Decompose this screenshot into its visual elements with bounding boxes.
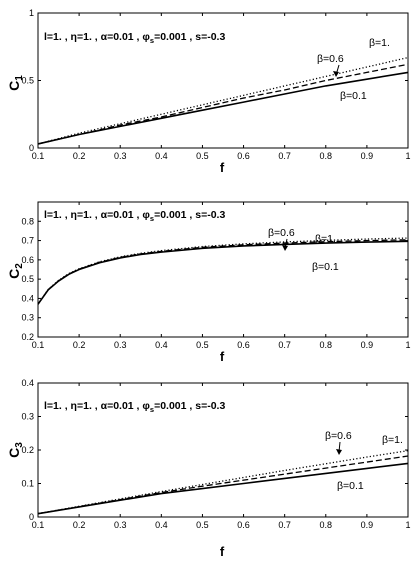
x-tick-label: 0.6 [237, 340, 250, 350]
x-axis-label-c3: f [220, 544, 225, 559]
y-tick-label: 0.5 [21, 76, 34, 86]
y-tick-label: 0.2 [21, 445, 34, 455]
label-beta-1-c2: β=1. [315, 233, 336, 245]
label-beta-1-c1: β=1. [369, 37, 390, 49]
x-tick-label: 0.2 [73, 520, 86, 530]
series-layer-c3 [37, 450, 409, 515]
series-line-b01 [37, 462, 409, 515]
x-tick-label: 0.7 [278, 520, 291, 530]
x-tick-label: 0.3 [114, 520, 127, 530]
tick-layer-c1: 0.1 0.2 0.3 0.4 0.5 0.6 0.7 0.8 0.9 1 0 0.5 1 [21, 8, 410, 161]
x-tick-label: 1 [405, 151, 410, 161]
annotation-c3: l=1. , η=1. , α=0.01 , φs=0.001 , s=-0.3 [44, 400, 225, 414]
series-layer-c2 [37, 237, 409, 305]
x-tick-label: 0.2 [73, 151, 86, 161]
x-tick-label: 0.7 [278, 340, 291, 350]
y-tick-label: 0.3 [21, 313, 34, 323]
x-tick-label: 0.4 [155, 520, 168, 530]
plot-area-c3 [37, 382, 409, 518]
y-tick-label: 1 [29, 8, 34, 18]
y-tick-label: 0.1 [21, 479, 34, 489]
y-tick-label: 0.8 [21, 216, 34, 226]
x-tick-label: 0.3 [114, 151, 127, 161]
x-tick-label: 0.8 [320, 151, 333, 161]
x-tick-label: 0.9 [361, 340, 374, 350]
plot-area-c1 [37, 12, 409, 149]
x-tick-label: 0.9 [361, 520, 374, 530]
x-tick-label: 0.8 [320, 340, 333, 350]
series-line-b06 [37, 63, 409, 145]
y-axis-label-c1: C1 [6, 75, 25, 91]
series-line-b1 [37, 237, 409, 305]
panel-c1: 0.1 0.2 0.3 0.4 0.5 0.6 0.7 0.8 0.9 1 0 0.5 1 l=1. ,… [6, 8, 411, 175]
x-tick-label: 0.8 [320, 520, 333, 530]
y-axis-label-c2: C2 [6, 263, 25, 279]
y-tick-label: 0.5 [21, 274, 34, 284]
y-tick-label: 0 [29, 143, 34, 153]
x-tick-label: 0.1 [32, 151, 45, 161]
y-tick-label: 0.4 [21, 293, 34, 303]
beta-arrowhead-c3 [336, 449, 342, 455]
label-beta-0.1-c1: β=0.1 [340, 90, 367, 102]
x-tick-label: 0.4 [155, 151, 168, 161]
y-tick-label: 0 [29, 512, 34, 522]
x-tick-label: 1 [405, 340, 410, 350]
y-tick-label: 0.6 [21, 255, 34, 265]
panel-c3: 0.1 0.2 0.3 0.4 0.5 0.6 0.7 0.8 0.9 100.10.20.30.… [6, 378, 411, 559]
x-tick-label: 1 [405, 520, 410, 530]
x-tick-label: 0.1 [32, 340, 45, 350]
label-beta-0.6-c3: β=0.6 [325, 430, 352, 442]
label-beta-0.1-c3: β=0.1 [337, 480, 364, 492]
x-tick-label: 0.2 [73, 340, 86, 350]
x-tick-label: 0.7 [278, 151, 291, 161]
series-layer-c1 [37, 56, 409, 145]
series-line-b1 [37, 56, 409, 145]
annotation-c2: l=1. , η=1. , α=0.01 , φs=0.001 , s=-0.3 [44, 209, 225, 223]
tick-layer-c3: 0.1 0.2 0.3 0.4 0.5 0.6 0.7 0.8 0.9 100.10.20.30.… [21, 378, 410, 530]
y-tick-label: 0.3 [21, 412, 34, 422]
tick-layer-c2: 0.1 0.2 0.3 0.4 0.5 0.6 0.7 0.8 0.9 10.20.30.40.5… [21, 202, 411, 350]
label-beta-0.1-c2: β=0.1 [312, 261, 339, 273]
x-tick-label: 0.3 [114, 340, 127, 350]
x-axis-label-c1: f [220, 160, 225, 175]
beta-arrowhead-c1 [333, 71, 339, 77]
x-tick-label: 0.1 [32, 520, 45, 530]
x-tick-label: 0.6 [237, 520, 250, 530]
plot-area-c2 [37, 201, 409, 338]
y-tick-label: 0.7 [21, 236, 34, 246]
y-tick-label: 0.2 [21, 332, 34, 342]
x-tick-label: 0.5 [196, 340, 209, 350]
annotation-c1: l=1. , η=1. , α=0.01 , φs=0.001 , s=-0.3 [44, 31, 225, 45]
series-line-b1 [37, 450, 409, 515]
label-beta-0.6-c2: β=0.6 [268, 227, 295, 239]
x-tick-label: 0.9 [361, 151, 374, 161]
label-beta-0.6-c1: β=0.6 [317, 53, 344, 65]
x-tick-label: 0.6 [237, 151, 250, 161]
beta-arrowhead-c2 [282, 245, 288, 251]
series-line-b01 [37, 71, 409, 145]
x-tick-label: 0.4 [155, 340, 168, 350]
x-tick-label: 0.5 [196, 151, 209, 161]
label-beta-1-c3: β=1. [382, 434, 403, 446]
panel-c2: 0.1 0.2 0.3 0.4 0.5 0.6 0.7 0.8 0.9 10.20.30.40.5… [6, 201, 411, 364]
x-tick-label: 0.5 [196, 520, 209, 530]
x-axis-label-c2: f [220, 349, 225, 364]
y-axis-label-c3: C3 [6, 442, 25, 458]
y-tick-label: 0.4 [21, 378, 34, 388]
